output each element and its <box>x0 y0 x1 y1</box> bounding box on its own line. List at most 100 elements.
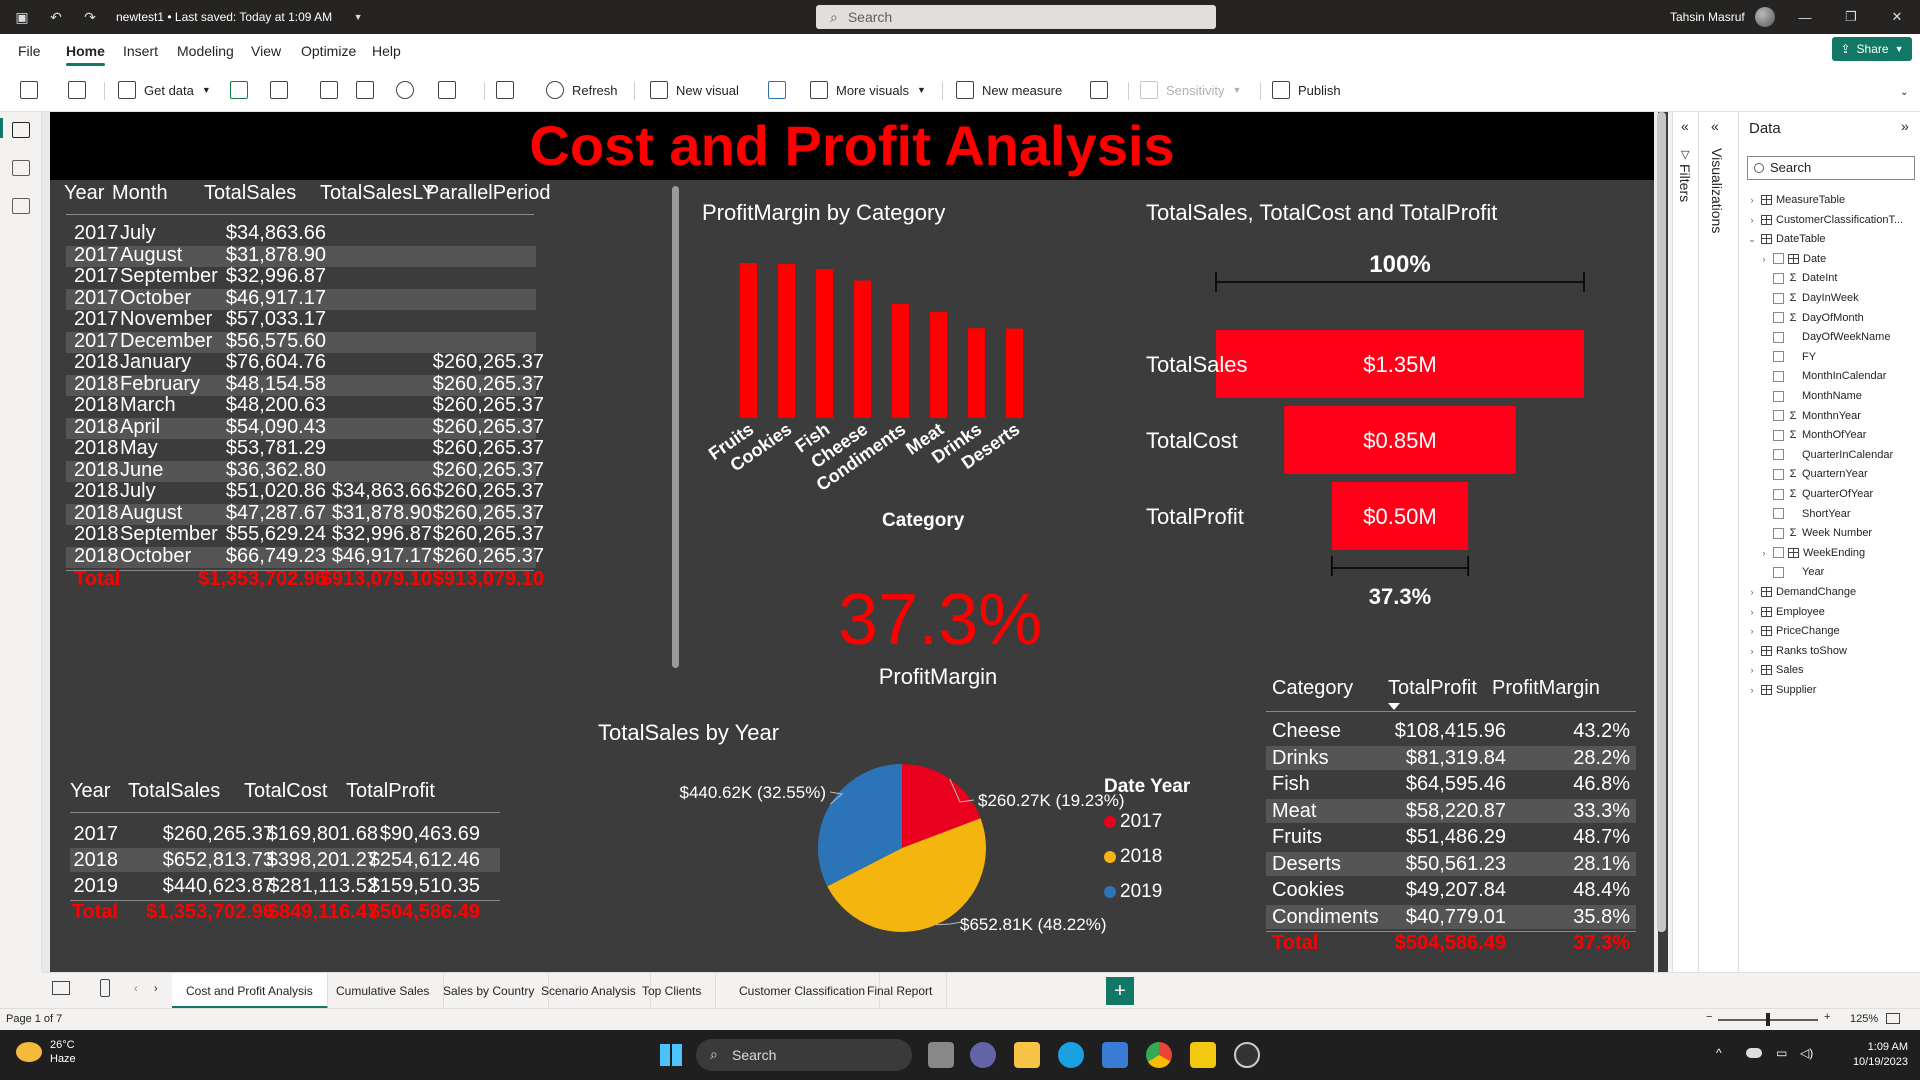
start-icon[interactable] <box>660 1044 682 1066</box>
collapse-filters-icon[interactable]: « <box>1681 118 1689 134</box>
tab-modeling[interactable]: Modeling <box>177 43 234 59</box>
data-field-item[interactable]: › Sales <box>1747 662 1804 678</box>
funnel-bar-totalcost[interactable] <box>1284 406 1516 474</box>
save-icon[interactable]: ▣ <box>15 9 29 25</box>
table-row[interactable]: Cookies $49,207.84 48.4% <box>1266 878 1636 902</box>
chevron-down-icon[interactable]: ▼ <box>353 12 363 22</box>
tab-file[interactable]: File <box>18 43 41 59</box>
funnel-bar-totalprofit[interactable] <box>1331 482 1469 550</box>
field-checkbox[interactable] <box>1773 253 1784 265</box>
document-title[interactable]: newtest1 • Last saved: Today at 1:09 AM <box>116 10 333 24</box>
format-painter-button[interactable] <box>68 78 86 102</box>
table-row[interactable]: 2017 July $34,863.66 <box>66 222 536 245</box>
fit-page-icon[interactable] <box>1886 1013 1900 1024</box>
chevron-right-icon[interactable]: › <box>1762 253 1766 264</box>
page-tab[interactable]: Sales by Country <box>429 973 550 1009</box>
ribbon-collapse-button[interactable]: ⌄ <box>1900 80 1908 104</box>
onedrive-icon[interactable] <box>1746 1048 1762 1058</box>
data-field-item[interactable]: Σ DayInWeek <box>1759 290 1859 306</box>
table-row[interactable]: Meat $58,220.87 33.3% <box>1266 798 1636 823</box>
get-data-button[interactable]: Get data ▼ <box>118 78 211 102</box>
table-row[interactable]: 2017 December $56,575.60 <box>66 330 536 353</box>
data-field-item[interactable]: MonthName <box>1759 388 1862 404</box>
sensitivity-button[interactable]: Sensitivity ▼ <box>1140 78 1241 102</box>
table-row[interactable]: 2018 January $76,604.76 $260,265.37 <box>66 351 544 374</box>
restore-icon[interactable]: ❐ <box>1845 9 1857 24</box>
field-checkbox[interactable] <box>1773 566 1784 578</box>
data-field-item[interactable]: Σ QuarterOfYear <box>1759 486 1873 502</box>
data-field-item[interactable]: Σ MonthOfYear <box>1759 427 1866 443</box>
field-checkbox[interactable] <box>1773 449 1784 461</box>
data-field-item[interactable]: › PriceChange <box>1747 623 1840 639</box>
column-header[interactable]: TotalCost <box>244 780 328 802</box>
data-field-item[interactable]: ShortYear <box>1759 506 1851 522</box>
chevron-right-icon[interactable]: › <box>1762 547 1766 558</box>
tab-home[interactable]: Home <box>66 34 105 68</box>
table-row[interactable]: 2018 June $36,362.80 $260,265.37 <box>66 459 544 482</box>
task-view-icon[interactable] <box>928 1042 954 1068</box>
table-row[interactable]: 2019 $440,623.87 $281,113.52 $159,510.35 <box>70 874 500 898</box>
table-row[interactable]: Fish $64,595.46 46.8% <box>1266 772 1636 796</box>
more-visuals-button[interactable]: More visuals ▼ <box>810 78 926 102</box>
power-bi-icon[interactable] <box>1190 1042 1216 1068</box>
field-checkbox[interactable] <box>1773 429 1784 441</box>
table-row[interactable]: 2017 $260,265.37 $169,801.68 $90,463.69 <box>70 822 500 846</box>
data-field-item[interactable]: MonthInCalendar <box>1759 368 1886 384</box>
report-view-icon[interactable] <box>12 122 30 138</box>
text-box-button[interactable] <box>768 78 786 102</box>
data-field-item[interactable]: › MeasureTable <box>1747 192 1846 208</box>
quick-measure-button[interactable] <box>1090 78 1108 102</box>
funnel-bar-totalsales[interactable] <box>1216 330 1584 398</box>
sql-server-button[interactable] <box>320 78 338 102</box>
column-header[interactable]: ParallelPeriod <box>426 182 551 204</box>
pie-slice-2019[interactable] <box>818 764 902 887</box>
table-row[interactable]: 2018 February $48,154.58 $260,265.37 <box>66 373 544 396</box>
field-checkbox[interactable] <box>1773 547 1784 559</box>
table-view-icon[interactable] <box>12 160 30 176</box>
chevron-right-icon[interactable]: › <box>1750 645 1754 656</box>
chrome-icon[interactable] <box>1146 1042 1172 1068</box>
total-row[interactable]: Total $504,586.49 37.3% <box>1266 931 1636 955</box>
data-field-item[interactable]: Year <box>1759 564 1824 580</box>
publish-button[interactable]: Publish <box>1272 78 1341 102</box>
weather-widget[interactable]: 26°C Haze <box>16 1038 76 1066</box>
data-field-item[interactable]: FY <box>1759 349 1816 365</box>
table-row[interactable]: Condiments $40,779.01 35.8% <box>1266 904 1636 929</box>
table-row[interactable]: Drinks $81,319.84 28.2% <box>1266 745 1636 770</box>
visualizations-pane[interactable]: « Visualizations <box>1698 112 1738 972</box>
edge-icon[interactable] <box>1058 1042 1084 1068</box>
chevron-right-icon[interactable]: › <box>1750 214 1754 225</box>
column-header[interactable]: TotalSalesLY <box>320 182 436 204</box>
field-checkbox[interactable] <box>1773 390 1784 402</box>
table-row[interactable]: 2018 March $48,200.63 $260,265.37 <box>66 394 544 417</box>
bar-cookies[interactable] <box>778 263 795 418</box>
bar-drinks[interactable] <box>968 328 985 418</box>
field-checkbox[interactable] <box>1773 292 1784 304</box>
table-row[interactable]: 2018 May $53,781.29 $260,265.37 <box>66 437 544 460</box>
data-search-input[interactable]: Search <box>1747 156 1915 180</box>
chevron-right-icon[interactable]: › <box>1750 606 1754 617</box>
category-profit-table[interactable]: Category TotalProfit ProfitMargin Cheese $10… <box>1266 677 1646 954</box>
teams-icon[interactable] <box>970 1042 996 1068</box>
table-row[interactable]: Cheese $108,415.96 43.2% <box>1266 719 1636 743</box>
excel-button[interactable] <box>230 78 248 102</box>
bar-fruits[interactable] <box>740 263 757 418</box>
data-field-item[interactable]: ⌄ DateTable <box>1747 231 1825 247</box>
transform-data-button[interactable] <box>496 78 514 102</box>
volume-icon[interactable]: ◁) <box>1800 1046 1814 1060</box>
page-tab[interactable]: Top Clients <box>628 973 717 1009</box>
field-checkbox[interactable] <box>1773 331 1784 343</box>
column-header[interactable]: TotalSales <box>128 780 221 802</box>
clock[interactable]: 1:09 AM 10/19/2023 <box>1838 1040 1908 1070</box>
field-checkbox[interactable] <box>1773 468 1784 480</box>
table-row[interactable]: 2018 October $66,749.23 $46,917.17 $260,265.… <box>66 545 544 568</box>
total-row[interactable]: Total $1,353,702.96 $913,079.10 $913,079.10 <box>66 568 544 591</box>
taskbar-search[interactable]: ⌕ Search <box>696 1039 912 1071</box>
expand-visualizations-icon[interactable]: « <box>1711 118 1719 134</box>
column-header[interactable]: TotalProfit <box>1388 677 1477 699</box>
zoom-level[interactable]: 125% <box>1850 1013 1879 1025</box>
column-header[interactable]: TotalProfit <box>346 780 435 802</box>
chevron-right-icon[interactable]: › <box>1750 195 1754 205</box>
model-view-icon[interactable] <box>12 198 30 214</box>
desktop-layout-icon[interactable] <box>52 981 70 995</box>
